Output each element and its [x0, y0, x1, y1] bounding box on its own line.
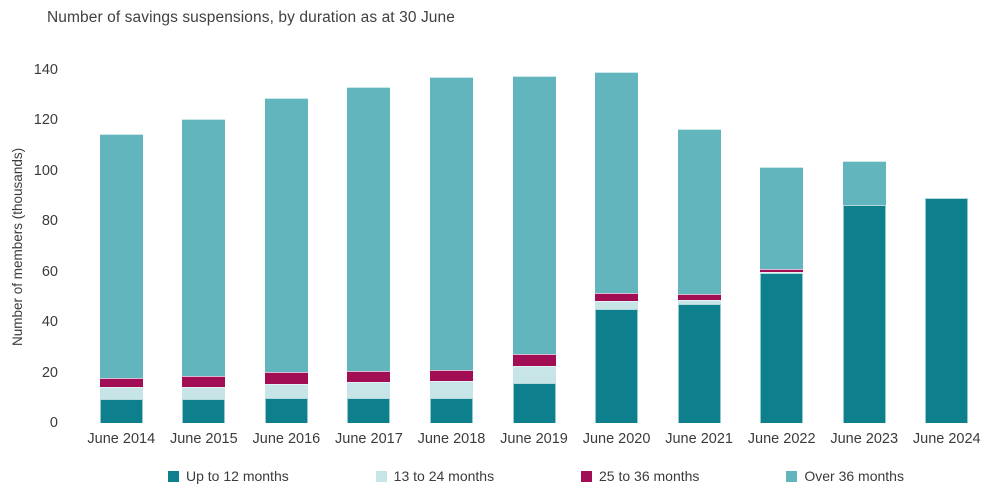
- bar-segment[interactable]: [99, 134, 143, 379]
- bar-segment[interactable]: [182, 118, 226, 376]
- bar-segment[interactable]: [264, 398, 308, 423]
- legend-swatch-icon: [168, 470, 179, 482]
- bar-segment[interactable]: [99, 378, 143, 387]
- y-tick-label: 60: [41, 263, 58, 280]
- stacked-bar-june-2021[interactable]: [677, 129, 721, 423]
- x-axis-label: June 2020: [582, 431, 651, 447]
- bar-segment[interactable]: [512, 365, 556, 383]
- legend-label: 25 to 36 months: [599, 468, 700, 484]
- x-axis-label: June 2021: [665, 431, 733, 447]
- bar-segment[interactable]: [512, 354, 556, 366]
- bar-column: [493, 70, 576, 423]
- bar-segment[interactable]: [347, 398, 391, 423]
- legend-swatch-icon: [581, 470, 593, 482]
- bar-column: [245, 70, 328, 423]
- bar-segment[interactable]: [429, 369, 473, 381]
- stacked-bar-june-2017[interactable]: [347, 87, 391, 423]
- bar-column: [328, 70, 411, 423]
- bar-segment[interactable]: [760, 273, 804, 423]
- stacked-bar-june-2019[interactable]: [512, 76, 556, 423]
- bar-segment[interactable]: [512, 382, 556, 423]
- stacked-bar-june-2024[interactable]: [925, 197, 969, 423]
- x-axis-label: June 2017: [335, 431, 403, 447]
- bar-column: [905, 70, 988, 423]
- plot-area: [80, 70, 988, 423]
- bar-segment[interactable]: [595, 308, 639, 423]
- bar-column: [80, 70, 163, 423]
- bar-column: [410, 70, 493, 423]
- bar-column: [163, 70, 246, 423]
- bar-segment[interactable]: [182, 399, 226, 423]
- stacked-bar-june-2020[interactable]: [595, 72, 639, 423]
- stacked-bar-june-2022[interactable]: [760, 166, 804, 423]
- y-tick-label: 140: [33, 62, 58, 78]
- bar-column: [575, 70, 658, 423]
- bar-segment[interactable]: [595, 292, 639, 302]
- stacked-bar-june-2015[interactable]: [182, 118, 226, 423]
- legend-item-25-to-36-months[interactable]: 25 to 36 months: [581, 468, 699, 484]
- stacked-bar-june-2014[interactable]: [99, 134, 143, 423]
- bar-segment[interactable]: [760, 166, 804, 269]
- chart-title: Number of savings suspensions, by durati…: [47, 9, 455, 26]
- x-axis-labels: June 2014 June 2015 June 2016 June 2017 June…: [80, 431, 988, 447]
- bar-segment[interactable]: [512, 76, 556, 355]
- y-tick-label: 80: [41, 213, 58, 230]
- bar-segment[interactable]: [264, 372, 308, 385]
- y-tick-label: 40: [41, 314, 58, 331]
- bar-segment[interactable]: [595, 301, 639, 309]
- bar-segment[interactable]: [842, 205, 886, 423]
- stacked-bar-june-2018[interactable]: [429, 77, 473, 423]
- x-axis-label: June 2014: [87, 431, 156, 447]
- bar-segment[interactable]: [677, 129, 721, 294]
- bar-segment[interactable]: [595, 72, 639, 293]
- bar-column: [823, 70, 906, 423]
- y-tick-label: 120: [33, 112, 58, 129]
- legend-item-13-to-24-months[interactable]: 13 to 24 months: [375, 468, 495, 484]
- bar-segment[interactable]: [677, 293, 721, 300]
- bar-column: [740, 70, 823, 423]
- bar-segment[interactable]: [347, 87, 391, 371]
- x-axis-label: June 2015: [169, 431, 238, 447]
- bar-column: [658, 70, 741, 423]
- bar-segment[interactable]: [264, 97, 308, 373]
- x-axis-label: June 2022: [747, 431, 816, 447]
- bar-segment[interactable]: [429, 380, 473, 399]
- y-tick-label: 100: [33, 162, 58, 179]
- legend: Up to 12 months 13 to 24 months 25 to 36…: [168, 468, 904, 484]
- legend-label: Up to 12 months: [186, 468, 289, 484]
- x-axis-label: June 2016: [252, 431, 321, 447]
- legend-label: 13 to 24 months: [393, 468, 495, 484]
- bar-segment[interactable]: [182, 386, 226, 400]
- bar-segment[interactable]: [182, 375, 226, 387]
- bar-segment[interactable]: [99, 399, 143, 423]
- bar-segment[interactable]: [677, 303, 721, 423]
- x-axis-label: June 2023: [830, 431, 899, 447]
- bar-segment[interactable]: [429, 77, 473, 370]
- stacked-bar-june-2023[interactable]: [842, 161, 886, 423]
- x-axis-label: June 2019: [500, 431, 568, 447]
- bar-segment[interactable]: [429, 398, 473, 423]
- bar-segment[interactable]: [925, 197, 969, 423]
- bar-segment[interactable]: [347, 370, 391, 382]
- bar-segment[interactable]: [760, 268, 804, 272]
- legend-label: Over 36 months: [804, 468, 904, 484]
- bar-segment[interactable]: [99, 386, 143, 400]
- bar-segment[interactable]: [264, 384, 308, 399]
- bar-segment[interactable]: [842, 161, 886, 206]
- x-axis-label: June 2018: [417, 431, 486, 447]
- stacked-bar-june-2016[interactable]: [264, 97, 308, 423]
- legend-item-over-36-months[interactable]: Over 36 months: [786, 468, 904, 484]
- legend-swatch-icon: [786, 470, 798, 482]
- legend-swatch-icon: [375, 470, 387, 482]
- bar-segment[interactable]: [347, 381, 391, 399]
- y-tick-label: 20: [41, 364, 58, 381]
- x-axis-label: June 2024: [912, 431, 981, 447]
- legend-item-up-to-12-months[interactable]: Up to 12 months: [168, 468, 289, 484]
- bar-segment[interactable]: [760, 271, 804, 274]
- bar-segment[interactable]: [677, 299, 721, 304]
- y-tick-label: 0: [49, 415, 58, 431]
